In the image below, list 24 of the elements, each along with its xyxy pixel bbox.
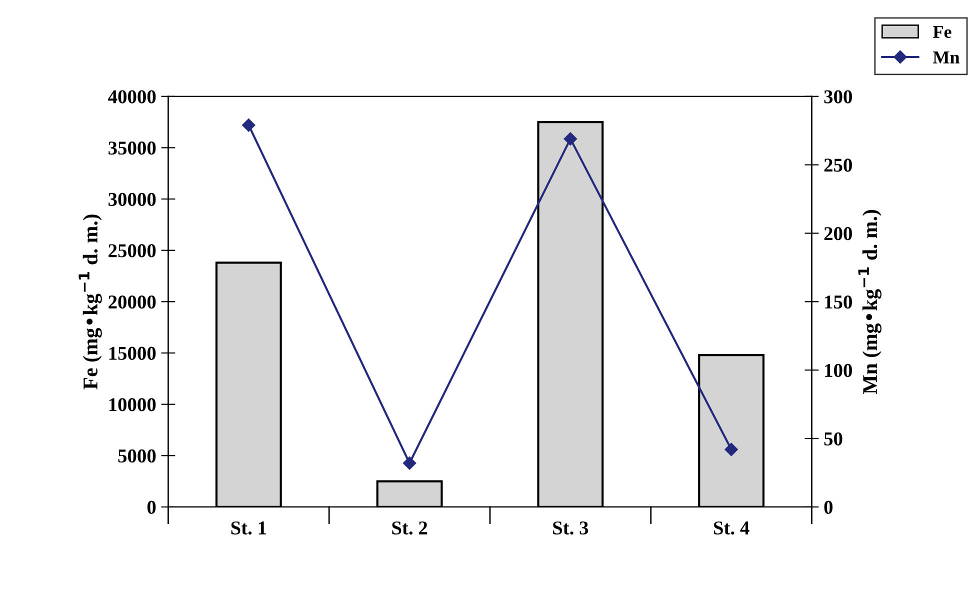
y-tick-label: 35000	[108, 142, 156, 155]
x-tick-label: St. 3	[553, 521, 588, 535]
y2-tick-label: 150	[825, 295, 852, 309]
y-tick-label: 10000	[109, 398, 156, 412]
x-tick-label: St. 2	[392, 521, 428, 535]
y2-tick-label: 100	[825, 364, 852, 378]
y-axis-title: Fe (mg•kg$^{−1}$ d. m.)	[78, 214, 102, 390]
y-tick-label: 30000	[108, 192, 156, 206]
y-tick-label: 0	[147, 500, 156, 514]
y-tick-label: 40000	[108, 90, 156, 104]
y-tick-label: 5000	[118, 449, 156, 463]
legend-label: Fe	[933, 26, 952, 38]
y2-tick-label: 250	[824, 158, 852, 172]
y2-tick-label: 200	[824, 227, 852, 240]
y-tick-label: 25000	[108, 244, 156, 258]
y2-tick-label: 50	[824, 432, 842, 446]
y2-tick-label: 0	[824, 500, 833, 514]
y-tick-label: 15000	[109, 346, 156, 360]
y-tick-label: 20000	[108, 295, 156, 309]
legend-label: Mn	[933, 52, 960, 64]
y2-tick-label: 300	[824, 90, 852, 104]
x-tick-label: St. 1	[231, 521, 266, 535]
x-tick-label: St. 4	[714, 521, 750, 535]
y2-axis-title: Mn (mg•kg$^{−1}$ d. m.)	[858, 210, 882, 394]
